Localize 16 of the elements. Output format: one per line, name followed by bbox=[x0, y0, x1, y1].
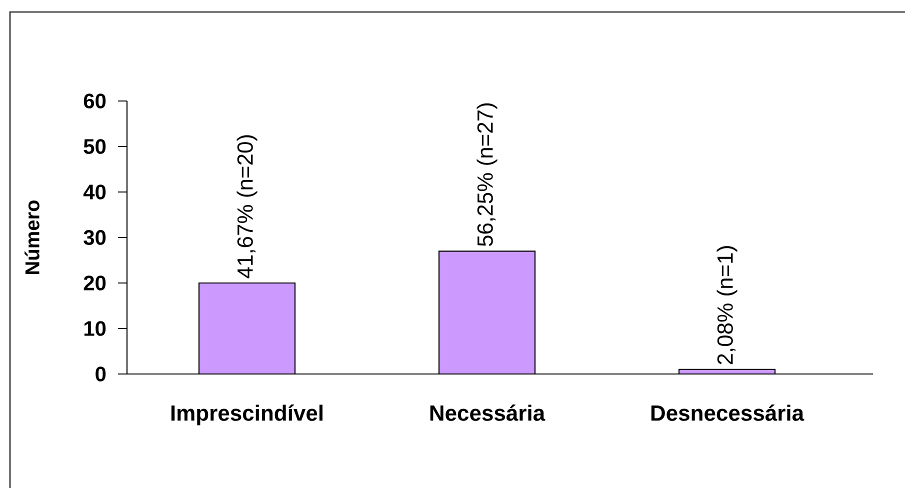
y-tick-label: 40 bbox=[83, 184, 106, 200]
x-tick-label: Desnecessária bbox=[651, 404, 804, 421]
x-tick-label: Imprescindível bbox=[171, 404, 322, 426]
bar bbox=[439, 251, 536, 374]
y-tick-label: 50 bbox=[84, 139, 106, 154]
y-tick-label: 10 bbox=[84, 321, 106, 336]
data-label: 56,25% (n=27) bbox=[476, 103, 498, 246]
y-tick-label: 60 bbox=[84, 94, 106, 108]
y-tick-label: 30 bbox=[84, 230, 106, 245]
data-label: 41,67% (n=20) bbox=[236, 135, 258, 278]
data-label: 2,08% (n=1) bbox=[716, 246, 738, 364]
y-tick-label: 20 bbox=[84, 276, 106, 290]
x-tick-label: Necessária bbox=[430, 404, 546, 421]
y-tick-label: 0 bbox=[96, 366, 106, 382]
bar bbox=[199, 283, 295, 374]
y-axis-title: Número bbox=[24, 200, 40, 274]
